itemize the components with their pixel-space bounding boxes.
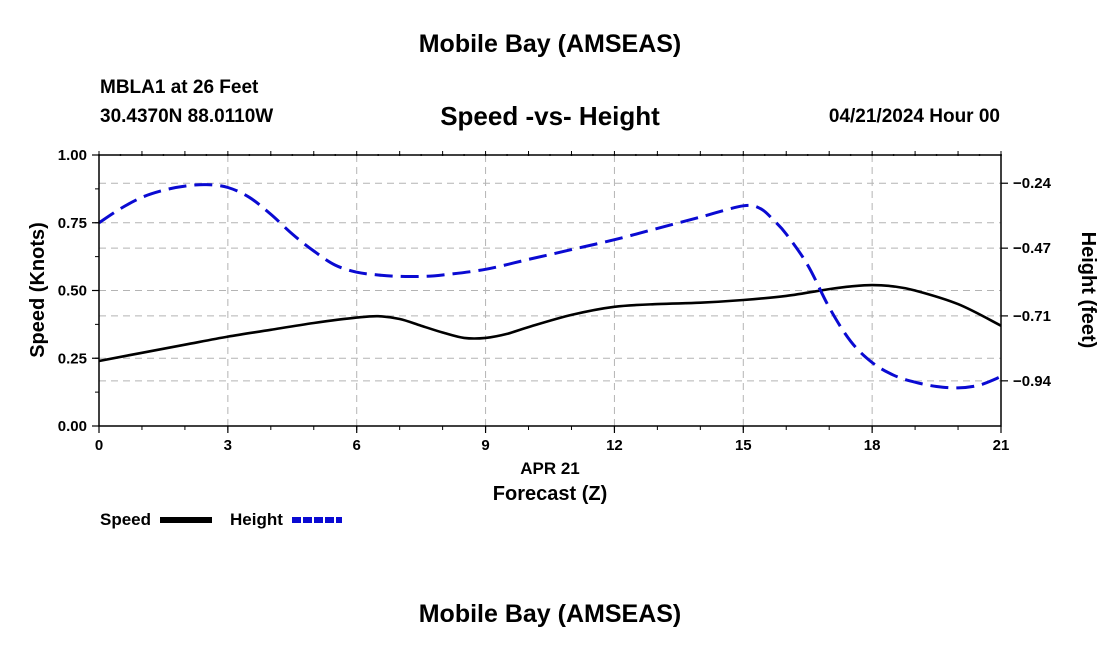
x-tick-label: 6 <box>353 437 361 454</box>
y-tick-label: 1.00 <box>58 147 87 164</box>
top-frame-dot <box>570 154 573 156</box>
x-tick-label: 15 <box>735 437 752 454</box>
chart-title: Mobile Bay (AMSEAS) <box>418 30 682 58</box>
top-frame-dot <box>484 154 487 156</box>
top-frame-dot <box>849 154 852 156</box>
top-frame-dot <box>871 154 874 156</box>
top-frame-dot <box>441 154 444 156</box>
top-frame-dot <box>677 154 680 156</box>
top-frame-dot <box>355 154 358 156</box>
top-frame-dot <box>398 154 401 156</box>
top-frame-dot <box>720 154 723 156</box>
legend: Speed Height <box>100 510 342 529</box>
station-label: MBLA1 at 26 Feet <box>100 77 259 98</box>
x-axis-label: Forecast (Z) <box>493 483 607 505</box>
top-frame-dot <box>634 154 637 156</box>
top-frame-dot <box>463 154 466 156</box>
top-frame-dot <box>763 154 766 156</box>
x-tick-label: 18 <box>864 437 881 454</box>
top-frame-dot <box>591 154 594 156</box>
y-axis-label: Speed (Knots) <box>27 222 49 358</box>
top-frame-dot <box>613 154 616 156</box>
y2-axis-label: Height (feet) <box>1077 232 1099 349</box>
x-tick-label: 12 <box>606 437 623 454</box>
x-tick-label: 21 <box>993 437 1010 454</box>
legend-speed-label: Speed <box>100 510 151 529</box>
top-frame-dot <box>205 154 208 156</box>
y2-tick-label: −0.24 <box>1013 175 1052 192</box>
chart-subtitle: Speed -vs- Height <box>440 101 660 131</box>
top-frame-dot <box>935 154 938 156</box>
chart-title-repeat: Mobile Bay (AMSEAS) <box>418 600 682 628</box>
y-tick-label: 0.50 <box>58 283 87 300</box>
top-frame-dot <box>312 154 315 156</box>
top-frame-dot <box>269 154 272 156</box>
top-frame-dot <box>549 154 551 156</box>
top-frame-dot <box>978 154 981 156</box>
x-tick-label: 9 <box>481 437 489 454</box>
top-frame-dot <box>742 154 745 156</box>
x-date-label: APR 21 <box>520 459 580 478</box>
top-frame-dot <box>1000 154 1002 156</box>
top-frame-dot <box>914 154 917 156</box>
top-frame-dot <box>506 154 509 156</box>
tick-labels: 0 3 6 9 12 15 18 21 0.00 0.25 0.50 0.75 1.00 −0.94 −0.… <box>58 147 1052 454</box>
top-frame-dot <box>140 154 143 156</box>
grid <box>99 155 1001 426</box>
series-line-speed <box>98 283 1002 363</box>
station-coordinates: 30.4370N 88.0110W <box>100 106 274 127</box>
y2-tick-label: −0.71 <box>1013 308 1051 325</box>
axes <box>92 151 1008 433</box>
top-frame-dot <box>226 154 229 156</box>
series-line-height <box>98 183 1002 390</box>
top-frame-dot <box>892 154 895 156</box>
top-frame-dot <box>420 154 423 156</box>
top-frame-dot <box>183 154 186 156</box>
top-frame-dot <box>785 154 788 156</box>
legend-height-label: Height <box>230 510 283 529</box>
top-frame-dot <box>828 154 831 156</box>
x-tick-label: 0 <box>95 437 103 454</box>
y2-tick-label: −0.94 <box>1013 373 1052 390</box>
top-frame-dot <box>806 154 809 156</box>
y-tick-label: 0.25 <box>58 350 87 367</box>
top-frame-dot <box>527 154 530 156</box>
x-tick-label: 3 <box>224 437 232 454</box>
top-frame-dot <box>162 154 165 156</box>
series-layer <box>98 183 1002 390</box>
top-frame-dot <box>377 154 380 156</box>
top-frame-dot <box>656 154 659 156</box>
top-frame-dot <box>248 154 251 156</box>
top-frame-dot <box>699 154 702 156</box>
top-frame-dot <box>334 154 337 156</box>
top-frame-dot <box>957 154 960 156</box>
forecast-datetime: 04/21/2024 Hour 00 <box>828 106 1000 127</box>
top-frame-dot <box>291 154 294 156</box>
y-tick-label: 0.00 <box>58 418 87 435</box>
y-tick-label: 0.75 <box>58 215 87 232</box>
y2-tick-label: −0.47 <box>1013 240 1051 257</box>
top-frame-dot <box>119 154 122 156</box>
